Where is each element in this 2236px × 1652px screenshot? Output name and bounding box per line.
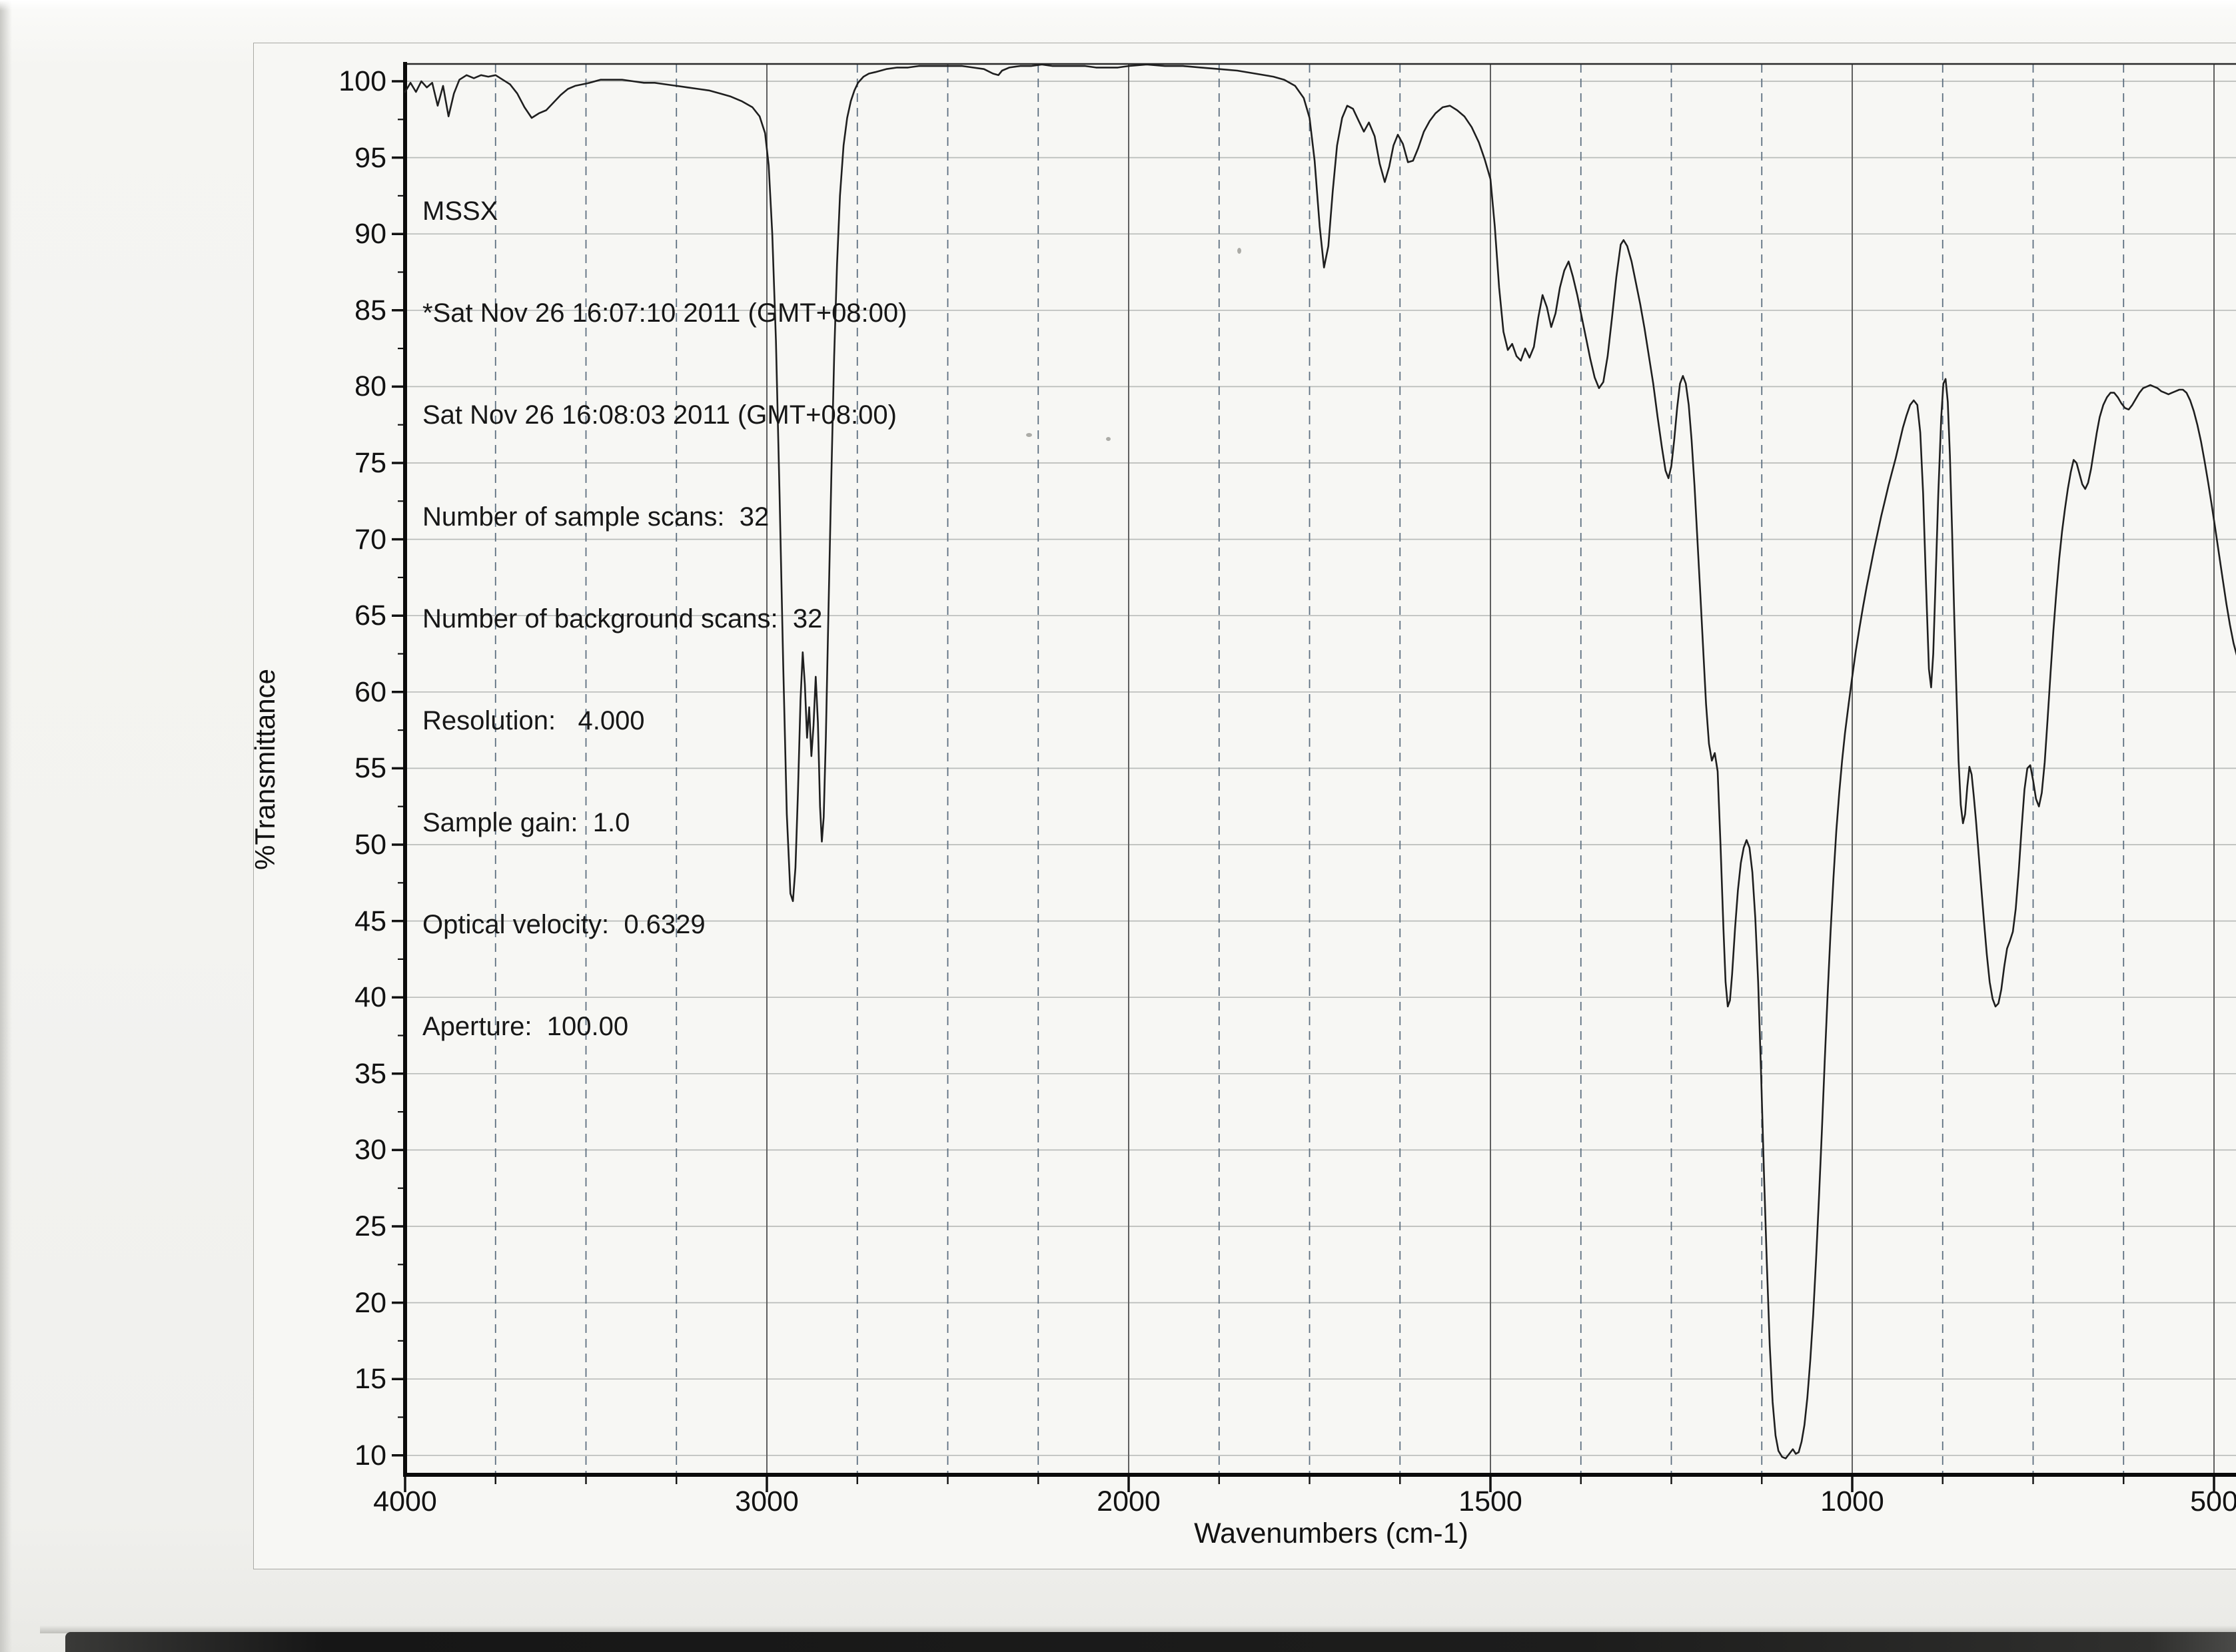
annotation-resolution: Resolution: 4.000 — [422, 706, 645, 735]
annotation-sample-scans: Number of sample scans: 32 — [422, 502, 770, 532]
y-tick-label: 40 — [354, 981, 386, 1014]
x-tick-label: 2000 — [1097, 1485, 1161, 1517]
annotation-optical-vel: Optical velocity: 0.6329 — [422, 910, 706, 939]
x-tick-label: 1000 — [1820, 1485, 1884, 1517]
y-tick-label: 20 — [354, 1286, 386, 1319]
y-tick-label: 10 — [354, 1439, 386, 1471]
y-tick-label: 15 — [354, 1363, 386, 1396]
scan-left-edge-shading — [0, 0, 12, 1652]
y-tick-label: 90 — [354, 218, 386, 250]
x-tick-label: 4000 — [373, 1485, 437, 1517]
y-tick-label: 60 — [354, 675, 386, 708]
scan-bottom-shadow — [40, 1625, 2236, 1633]
scan-speck — [1237, 248, 1241, 254]
scan-speck — [1106, 437, 1111, 441]
y-tick-label: 95 — [354, 141, 386, 174]
y-tick-label: 100 — [338, 65, 386, 97]
y-tick-label: 70 — [354, 523, 386, 556]
y-tick-label: 65 — [354, 600, 386, 632]
y-tick-label: 35 — [354, 1057, 386, 1090]
y-tick-label: 75 — [354, 447, 386, 479]
scan-speck — [1026, 433, 1032, 437]
annotation-block: MSSX *Sat Nov 26 16:07:10 2011 (GMT+08:0… — [422, 127, 907, 1078]
y-tick-label: 80 — [354, 370, 386, 403]
y-tick-label: 50 — [354, 829, 386, 861]
y-tick-label: 55 — [354, 752, 386, 785]
chart-outer-frame — [253, 43, 2236, 1569]
scan-bottom-dark-strip — [65, 1632, 2236, 1652]
annotation-timestamp-1: *Sat Nov 26 16:07:10 2011 (GMT+08:00) — [422, 298, 907, 328]
scan-top-edge-highlight — [0, 0, 2236, 11]
annotation-sample-name: MSSX — [422, 197, 498, 226]
spectrum-trace — [404, 63, 2236, 1459]
annotation-bg-scans: Number of background scans: 32 — [422, 604, 823, 633]
x-tick-label: 1500 — [1458, 1485, 1522, 1517]
annotation-timestamp-2: Sat Nov 26 16:08:03 2011 (GMT+08:00) — [422, 400, 897, 430]
x-tick-label: 500 — [2190, 1485, 2236, 1517]
x-tick-label: 3000 — [735, 1485, 799, 1517]
y-tick-label: 25 — [354, 1210, 386, 1242]
y-tick-label: 30 — [354, 1134, 386, 1166]
annotation-aperture: Aperture: 100.00 — [422, 1012, 629, 1041]
x-axis-title: Wavenumbers (cm-1) — [1194, 1517, 1468, 1549]
y-tick-label: 45 — [354, 905, 386, 937]
y-tick-label: 85 — [354, 294, 386, 326]
annotation-sample-gain: Sample gain: 1.0 — [422, 808, 630, 837]
